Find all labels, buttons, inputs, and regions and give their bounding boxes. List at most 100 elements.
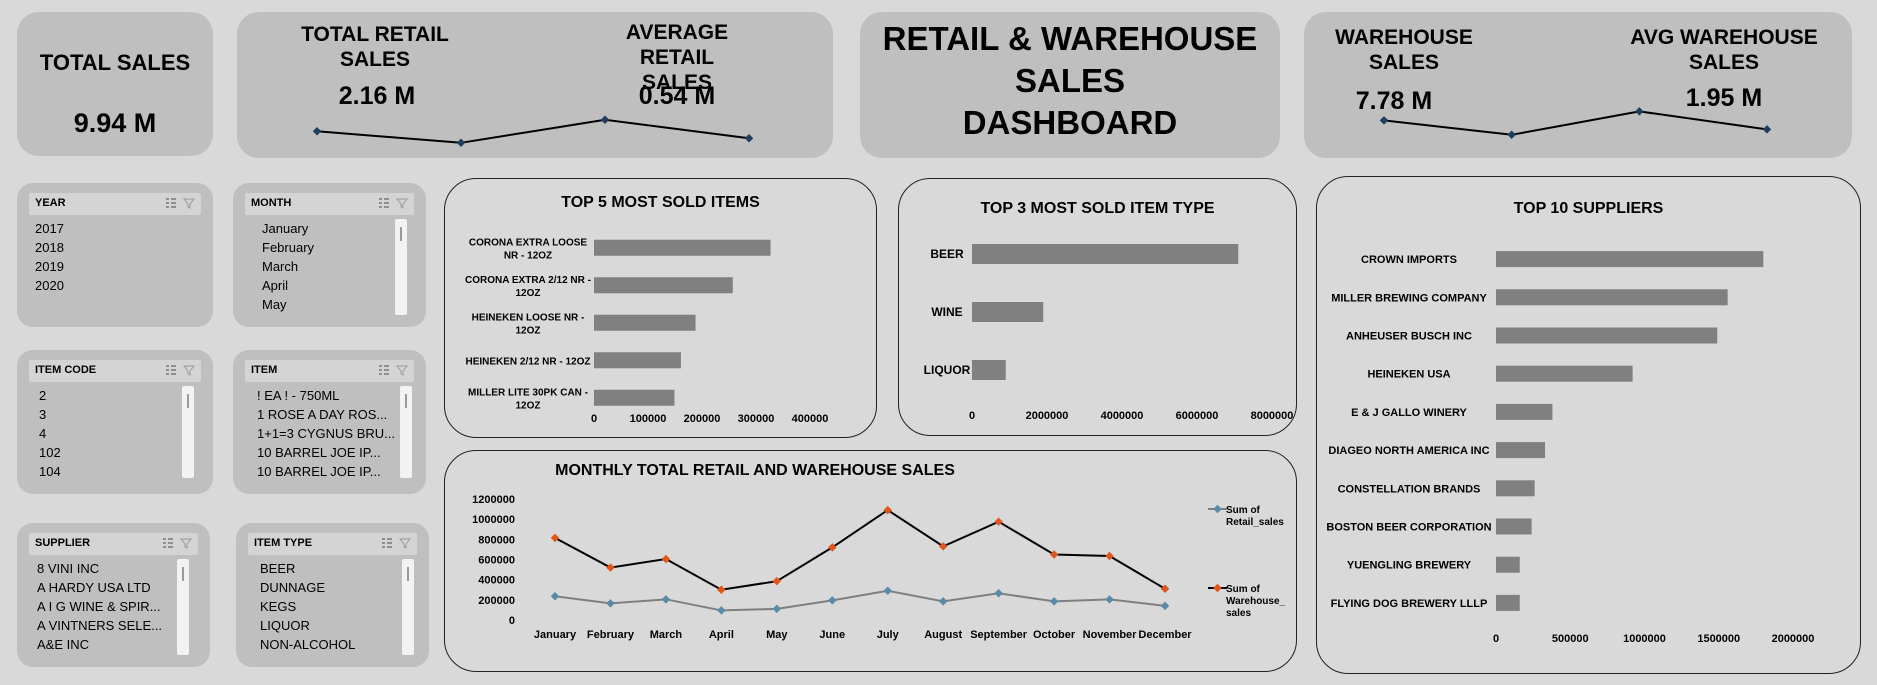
sparkline-point [1762,125,1772,134]
avg-retail-title-line1: AVERAGE RETAIL [625,21,729,69]
x-tick-label: 4000000 [1101,410,1144,422]
slicer-item[interactable]: 8 VINI INC [37,561,100,576]
multi-select-icon[interactable] [162,537,174,549]
slicer-year-header: YEAR [29,193,201,215]
slicer-item[interactable]: 2017 [35,221,64,236]
slicer-item[interactable]: 10 BARREL JOE IP... [257,445,381,460]
slicer-scrollbar[interactable] [182,386,194,478]
slicer-item[interactable]: 104 [39,464,61,479]
slicer-item[interactable]: March [262,259,299,274]
slicer-item[interactable]: 102 [39,445,61,460]
category-label: FLYING DOG BREWERY LLLP [1331,598,1488,610]
slicer-item[interactable]: 2018 [35,240,64,255]
sparkline-point [1507,130,1516,140]
slicer-item[interactable]: 2019 [35,259,64,274]
slicer-item[interactable]: BEER [260,561,296,576]
y-tick-label: 1200000 [472,494,515,506]
x-tick-label: December [1138,629,1192,641]
slicer-item[interactable]: A VINTNERS SELE... [37,618,162,633]
avg-retail-title-line2: SALES [641,71,712,94]
slicer-item[interactable]: A I G WINE & SPIR... [37,599,161,614]
multi-select-icon[interactable] [165,197,177,209]
total-sales-value: 9.94 M [73,108,157,138]
slicer-item[interactable]: 10 BARREL JOE IP... [257,464,381,479]
x-tick-label: 0 [591,413,597,425]
x-tick-label: July [877,629,900,641]
data-point [1160,601,1170,611]
data-point [994,589,1003,598]
slicer-year-list: 2017 2018 2019 2020 [35,219,64,295]
data-point [550,592,560,601]
slicer-supplier: SUPPLIER 8 VINI INC A HARDY USA LTD A I … [17,523,210,667]
avg-warehouse-title: AVG WAREHOUSE SALES [1624,25,1824,75]
clear-filter-icon[interactable] [396,197,408,209]
slicer-item[interactable]: January [262,221,309,236]
multi-select-icon[interactable] [381,537,393,549]
multi-select-icon[interactable] [378,364,390,376]
x-tick-label: November [1083,629,1138,641]
bar [594,389,675,406]
legend-label: sales [1226,608,1251,619]
top10-suppliers-chart: TOP 10 SUPPLIERS CROWN IMPORTS MILLER BREW… [1326,200,1814,645]
x-tick-label: June [819,629,845,641]
slicer-item-type: ITEM TYPE BEER DUNNAGE KEGS LIQUOR NON-A… [236,523,429,667]
slicer-scrollbar[interactable] [395,219,407,315]
category-label: BEER [930,247,964,261]
clear-filter-icon[interactable] [183,197,195,209]
slicer-item[interactable]: LIQUOR [260,618,310,633]
x-tick-label: September [970,629,1028,641]
slicer-item[interactable]: February [262,240,315,255]
category-label: E & J GALLO WINERY [1351,407,1467,419]
slicer-item[interactable]: NON-ALCOHOL [260,637,356,652]
data-point [1049,597,1059,606]
clear-filter-icon[interactable] [183,364,195,376]
slicer-item[interactable]: 1 ROSE A DAY ROS... [257,407,388,422]
monthly-sales-chart: MONTHLY TOTAL RETAIL AND WAREHOUSE SALES… [472,462,1285,641]
bar [972,244,1239,264]
sparkline-point [456,138,466,148]
slicer-item[interactable]: ! EA ! - 750ML [257,388,340,403]
slicer-supplier-header: SUPPLIER [29,533,198,555]
x-tick-label: April [709,629,734,641]
multi-select-icon[interactable] [165,364,177,376]
clear-filter-icon[interactable] [399,537,411,549]
dashboard-title: RETAIL & WAREHOUSE SALES DASHBOARD [860,18,1280,144]
x-tick-label: 400000 [792,413,829,425]
category-label: CROWN IMPORTS [1361,254,1457,266]
slicer-scrollbar[interactable] [402,559,414,655]
x-tick-label: March [650,629,683,641]
total-retail-title: TOTAL RETAIL SALES [285,22,465,72]
slicer-item[interactable]: KEGS [260,599,297,614]
sparkline-point [1635,107,1644,116]
slicer-item-type-header: ITEM TYPE [248,533,417,555]
dashboard-title-line3: DASHBOARD [962,104,1178,141]
slicer-item[interactable]: DUNNAGE [260,580,326,595]
avg-warehouse-title-line2: SALES [1688,51,1759,74]
clear-filter-icon[interactable] [180,537,192,549]
category-label: 12OZ [515,325,540,336]
slicer-scrollbar[interactable] [177,559,189,655]
category-label: 12OZ [515,400,540,411]
x-tick-label: 2000000 [1026,410,1069,422]
x-tick-label: August [924,629,962,641]
slicer-item[interactable]: 2 [39,388,47,403]
slicer-item[interactable]: A&E INC [37,637,90,652]
slicer-item[interactable]: A HARDY USA LTD [37,580,151,595]
multi-select-icon[interactable] [378,197,390,209]
slicer-item[interactable]: 2020 [35,278,64,293]
slicer-item[interactable]: 3 [39,407,47,422]
data-point [828,596,837,605]
slicer-item[interactable]: 1+1=3 CYGNUS BRU... [257,426,395,441]
slicer-item[interactable]: 4 [39,426,47,441]
bar [594,277,733,294]
slicer-scrollbar[interactable] [400,386,412,478]
sparkline-line [316,118,750,144]
clear-filter-icon[interactable] [396,364,408,376]
slicer-item[interactable]: April [262,278,289,293]
slicer-item[interactable]: May [262,297,287,312]
data-point [994,517,1003,526]
data-point [938,597,948,606]
x-tick-label: 300000 [738,413,775,425]
x-tick-label: 100000 [630,413,667,425]
x-tick-label: 1000000 [1623,633,1666,645]
